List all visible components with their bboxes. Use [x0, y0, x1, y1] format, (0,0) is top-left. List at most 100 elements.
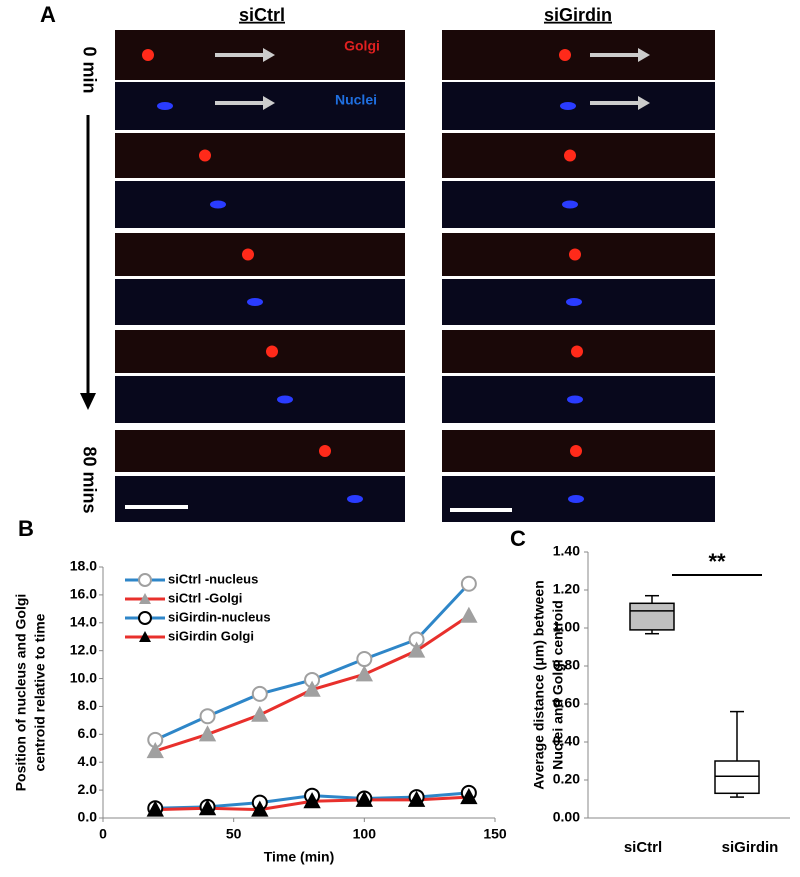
nuclei-image — [115, 181, 405, 228]
golgi-spot — [266, 345, 278, 358]
y-tick-label: 0.40 — [553, 733, 580, 749]
x-tick-label: siGirdin — [722, 839, 779, 856]
golgi-spot — [559, 49, 571, 61]
y-tick-label: 6.0 — [78, 725, 98, 741]
y-tick-label: 1.40 — [553, 543, 580, 559]
nuclei-image — [115, 376, 405, 423]
golgi-spot — [319, 445, 331, 457]
direction-arrow-head — [263, 48, 275, 62]
legend-label: siCtrl -nucleus — [168, 571, 258, 586]
y-axis-label: Position of nucleus and Golgi — [13, 594, 29, 792]
golgi-image — [115, 330, 405, 373]
legend-marker — [139, 631, 151, 642]
y-tick-label: 0.00 — [553, 809, 580, 825]
x-tick-label: 150 — [483, 826, 507, 842]
significance-label: ** — [708, 549, 726, 574]
nucleus-spot — [567, 395, 583, 404]
direction-arrow-head — [263, 96, 275, 110]
x-tick-label: 0 — [99, 826, 107, 842]
y-tick-label: 0.0 — [78, 809, 98, 825]
x-axis-label: Time (min) — [264, 849, 335, 865]
direction-arrow-head — [638, 96, 650, 110]
nucleus-spot — [210, 200, 226, 209]
x-tick-label: siCtrl — [624, 839, 662, 856]
column-label: siGirdin — [544, 5, 612, 25]
nucleus-spot — [347, 495, 363, 503]
marker — [251, 685, 268, 702]
marker — [356, 651, 373, 668]
micrographs — [115, 30, 715, 522]
panel-label: A — [40, 2, 56, 27]
box — [629, 602, 675, 631]
box — [714, 760, 760, 795]
direction-arrow-head — [638, 48, 650, 62]
y-tick-label: 0.20 — [553, 771, 580, 787]
nucleus-spot — [247, 298, 263, 306]
legend-label: siGirdin-nucleus — [168, 609, 271, 624]
marker — [460, 787, 478, 805]
x-tick-label: 50 — [226, 826, 242, 842]
marker — [303, 792, 321, 809]
y-tick-label: 12.0 — [70, 641, 97, 657]
legend-marker — [138, 573, 152, 587]
y-tick-label: 1.20 — [553, 581, 580, 597]
marker — [146, 741, 164, 759]
y-tick-label: 1.00 — [553, 619, 580, 635]
marker — [355, 790, 374, 807]
golgi-spot — [242, 248, 254, 261]
marker — [198, 799, 217, 816]
marker — [407, 790, 426, 807]
marker — [251, 705, 269, 722]
marker — [303, 680, 321, 697]
marker — [198, 725, 217, 742]
golgi-image — [115, 233, 405, 276]
y-tick-label: 10.0 — [70, 669, 97, 685]
nucleus-spot — [566, 298, 582, 306]
marker — [146, 800, 164, 817]
y-axis-label: Average distance (μm) between — [531, 580, 547, 790]
time-label: 80 mins — [79, 446, 99, 513]
time-arrow-head — [80, 393, 96, 410]
nucleus-spot — [560, 102, 576, 110]
marker — [355, 665, 374, 682]
y-tick-label: 14.0 — [70, 613, 97, 629]
y-tick-label: 0.80 — [553, 657, 580, 673]
nucleus-spot — [568, 495, 584, 503]
golgi-image — [115, 430, 405, 472]
legend-label: siGirdin Golgi — [168, 628, 254, 643]
golgi-spot — [569, 248, 581, 261]
marker — [251, 800, 269, 817]
marker — [407, 641, 426, 658]
nucleus-spot — [562, 200, 578, 209]
legend-marker — [138, 611, 152, 625]
y-tick-label: 16.0 — [70, 586, 97, 602]
golgi-spot — [199, 149, 211, 162]
channel-label: Nuclei — [335, 92, 377, 108]
channel-label: Golgi — [344, 38, 380, 54]
y-axis-label: centroid relative to time — [32, 613, 48, 771]
nuclei-image — [442, 82, 715, 130]
panel-label: C — [510, 526, 526, 551]
nucleus-spot — [157, 102, 173, 110]
golgi-image — [115, 133, 405, 178]
marker — [460, 575, 477, 592]
y-tick-label: 0.60 — [553, 695, 580, 711]
legend-marker — [139, 593, 151, 604]
marker — [199, 708, 216, 725]
y-axis-label: Nuclei and Golgi centroid — [550, 600, 566, 770]
nuclei-image — [442, 181, 715, 228]
column-label: siCtrl — [239, 5, 285, 25]
legend-label: siCtrl -Golgi — [168, 590, 242, 605]
y-tick-label: 4.0 — [78, 753, 98, 769]
golgi-spot — [570, 445, 582, 457]
golgi-image — [442, 133, 715, 178]
golgi-image — [442, 30, 715, 80]
golgi-spot — [571, 345, 583, 358]
time-label: 0 min — [79, 46, 99, 93]
golgi-spot — [564, 149, 576, 162]
nucleus-spot — [277, 395, 293, 404]
x-tick-label: 100 — [353, 826, 377, 842]
golgi-spot — [142, 49, 154, 61]
y-tick-label: 8.0 — [78, 697, 98, 713]
